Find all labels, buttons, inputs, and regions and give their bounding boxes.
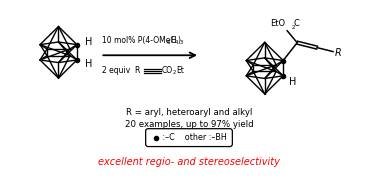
Text: H: H (85, 37, 92, 47)
Text: excellent regio- and stereoselectivity: excellent regio- and stereoselectivity (98, 158, 280, 167)
Text: Et: Et (176, 66, 184, 75)
Text: H: H (170, 36, 176, 45)
Text: 2: 2 (291, 25, 295, 30)
Text: R = aryl, heteroaryl and alkyl: R = aryl, heteroaryl and alkyl (126, 108, 252, 117)
Text: ): ) (178, 36, 181, 45)
Text: H: H (289, 77, 297, 87)
Text: H: H (85, 59, 92, 69)
Text: 2: 2 (173, 70, 177, 75)
Text: EtO: EtO (270, 19, 285, 28)
FancyBboxPatch shape (146, 129, 232, 147)
Text: 6: 6 (167, 40, 170, 45)
Text: CO: CO (162, 66, 173, 75)
Text: :–C    other :–BH: :–C other :–BH (160, 133, 227, 142)
Text: 3: 3 (180, 40, 183, 45)
Text: C: C (293, 19, 299, 28)
Text: 20 examples, up to 97% yield: 20 examples, up to 97% yield (125, 120, 253, 129)
Text: 4: 4 (175, 40, 178, 45)
Text: 10 mol% P(4-OMeC: 10 mol% P(4-OMeC (102, 36, 176, 45)
Text: 2 equiv  R: 2 equiv R (102, 66, 141, 75)
Text: R: R (335, 48, 342, 58)
